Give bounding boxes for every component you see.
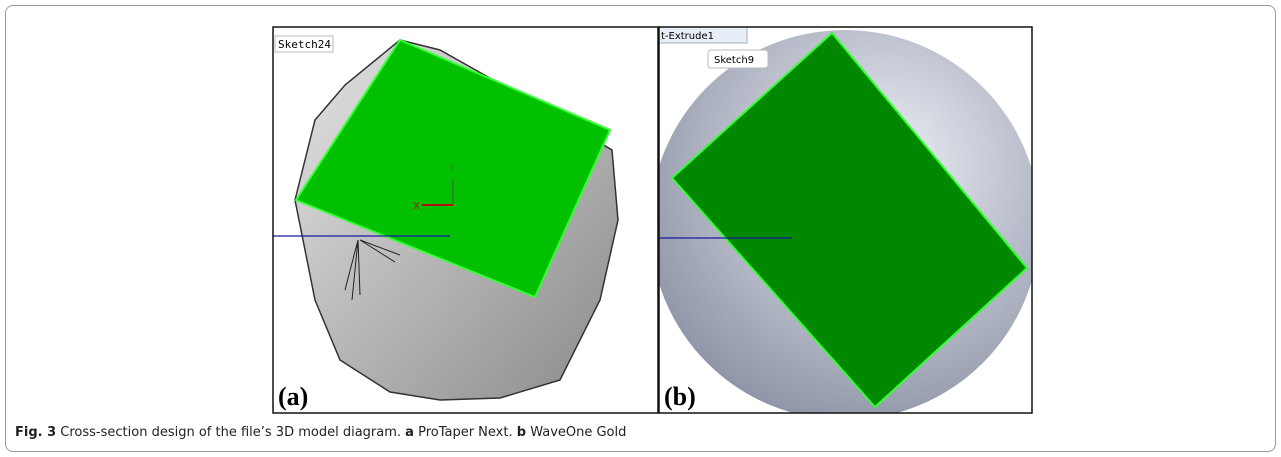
page: Sketch24 Y X (a) t-Extrude1 Sketch9 (b) … bbox=[0, 0, 1281, 457]
axis-label: Y bbox=[448, 164, 456, 175]
panel-label: (a) bbox=[278, 382, 308, 411]
caption-key: a bbox=[405, 425, 414, 440]
figure-number: Fig. 3 bbox=[15, 425, 56, 440]
sketch-label: Sketch9 bbox=[714, 55, 754, 66]
caption-text: ProTaper Next. bbox=[418, 425, 513, 440]
panel-label: (b) bbox=[664, 382, 696, 411]
caption-text: Cross-section design of the file’s 3D mo… bbox=[60, 425, 401, 440]
panel-b bbox=[650, 27, 1040, 420]
breadcrumb: t-Extrude1 bbox=[661, 31, 714, 42]
sketch-label: Sketch24 bbox=[278, 38, 331, 51]
caption-text: WaveOne Gold bbox=[530, 425, 626, 440]
axis-label: X bbox=[413, 201, 420, 212]
panel-a bbox=[273, 27, 658, 413]
figure: Sketch24 Y X (a) t-Extrude1 Sketch9 (b) bbox=[0, 0, 1281, 457]
caption-key: b bbox=[517, 425, 526, 440]
caption: Fig. 3 Cross-section design of the file’… bbox=[15, 425, 626, 440]
